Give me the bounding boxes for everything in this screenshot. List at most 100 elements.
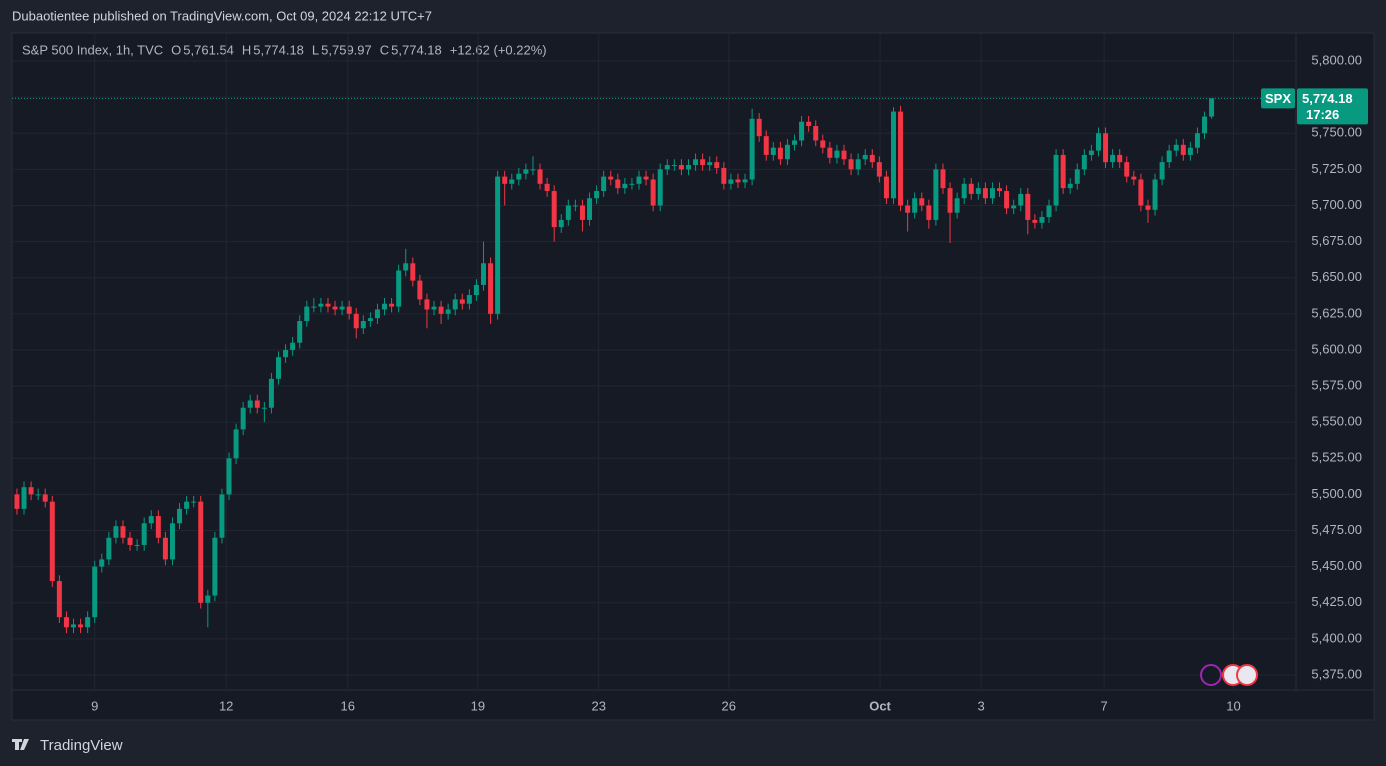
- candle-body: [240, 407, 246, 430]
- candle-body: [1173, 144, 1179, 151]
- candle-body: [558, 219, 564, 228]
- candle-body: [516, 173, 522, 180]
- candle-body: [919, 198, 925, 206]
- candle-body: [339, 306, 345, 310]
- candle-body: [1124, 162, 1130, 177]
- y-tick-label: 5,450.00: [1311, 558, 1362, 573]
- candle-body: [1025, 193, 1031, 220]
- candle-body: [346, 306, 352, 314]
- x-tick-label: 9: [91, 698, 98, 713]
- candle-body: [191, 501, 197, 503]
- candle-body: [184, 501, 190, 509]
- candle-body: [601, 176, 607, 192]
- candle-body: [792, 140, 798, 145]
- candle-body: [389, 303, 395, 307]
- y-tick-label: 5,550.00: [1311, 414, 1362, 429]
- candle-body: [714, 162, 720, 168]
- y-tick-label: 5,675.00: [1311, 233, 1362, 248]
- candle-body: [177, 508, 183, 524]
- candle-body: [127, 537, 133, 545]
- candle-body: [205, 595, 211, 603]
- candle-body: [438, 306, 444, 314]
- legend-value: 5,759.97: [321, 42, 372, 57]
- candle-body: [643, 176, 649, 180]
- candle-body: [1046, 205, 1052, 218]
- candle-body: [530, 169, 536, 171]
- y-tick-label: 5,700.00: [1311, 197, 1362, 212]
- candle-body: [367, 318, 373, 322]
- candle-body: [35, 494, 41, 496]
- candle-body: [169, 523, 175, 560]
- candle-body: [693, 159, 699, 166]
- candle-body: [78, 624, 84, 628]
- candle-body: [905, 205, 911, 213]
- candle-body: [85, 617, 91, 628]
- y-tick-label: 5,500.00: [1311, 486, 1362, 501]
- candle-body: [141, 523, 147, 545]
- candle-body: [1187, 147, 1193, 155]
- candle-body: [799, 121, 805, 141]
- candle-body: [42, 494, 48, 502]
- candle-body: [275, 357, 281, 379]
- candle-body: [777, 147, 783, 160]
- candle-body: [1103, 133, 1109, 163]
- x-tick-label: 23: [591, 698, 605, 713]
- icon[interactable]: [1236, 664, 1258, 686]
- y-tick-label: 5,650.00: [1311, 269, 1362, 284]
- x-tick-label: Oct: [869, 698, 891, 713]
- brand: TradingView: [40, 737, 123, 754]
- candle-body: [297, 321, 303, 343]
- candle-body: [806, 121, 812, 127]
- candle-body: [353, 313, 359, 329]
- candle-body: [1202, 116, 1208, 134]
- y-tick-label: 5,600.00: [1311, 341, 1362, 356]
- candle-body: [304, 306, 310, 322]
- candle-body: [325, 303, 331, 307]
- candle-body: [565, 205, 571, 220]
- candle-body: [198, 501, 204, 603]
- candle-body: [21, 487, 27, 509]
- candle-body: [396, 270, 402, 307]
- icon[interactable]: [1200, 664, 1222, 686]
- candle-body: [374, 309, 380, 319]
- candle-body: [1131, 176, 1137, 180]
- candle-body: [1194, 133, 1200, 148]
- candle-body: [360, 321, 366, 329]
- grid: [12, 33, 1295, 690]
- legend-key: C: [380, 42, 389, 57]
- candle-body: [134, 544, 140, 546]
- candle-body: [834, 150, 840, 158]
- candle-body: [933, 169, 939, 220]
- candle-body: [92, 566, 98, 618]
- candle-body: [862, 154, 868, 160]
- candle-body: [1032, 219, 1038, 223]
- candle-body: [63, 617, 69, 628]
- candle-body: [155, 516, 161, 538]
- candle-body: [162, 537, 168, 560]
- candle-body: [1145, 205, 1151, 210]
- legend-value: 5,774.18: [391, 42, 442, 57]
- candle-body: [1018, 193, 1024, 206]
- candle-body: [912, 198, 918, 213]
- candle-body: [678, 165, 684, 170]
- candle-body: [148, 516, 154, 524]
- candle-body: [431, 306, 437, 310]
- y-tick-label: 5,575.00: [1311, 377, 1362, 392]
- candle-body: [56, 581, 62, 618]
- candle-body: [763, 136, 769, 155]
- event-icons: [1200, 664, 1258, 686]
- candle-body: [728, 179, 734, 184]
- candle-body: [898, 111, 904, 206]
- candle-body: [622, 183, 628, 189]
- candle-body: [572, 205, 578, 207]
- candle-body: [502, 176, 508, 184]
- x-tick-label: 16: [341, 698, 355, 713]
- candle-body: [671, 165, 677, 167]
- candle-body: [544, 183, 550, 192]
- candle-body: [594, 191, 600, 199]
- candle-body: [784, 144, 790, 160]
- candle-body: [254, 400, 260, 408]
- candle-body: [664, 165, 670, 170]
- candle-body: [523, 169, 529, 174]
